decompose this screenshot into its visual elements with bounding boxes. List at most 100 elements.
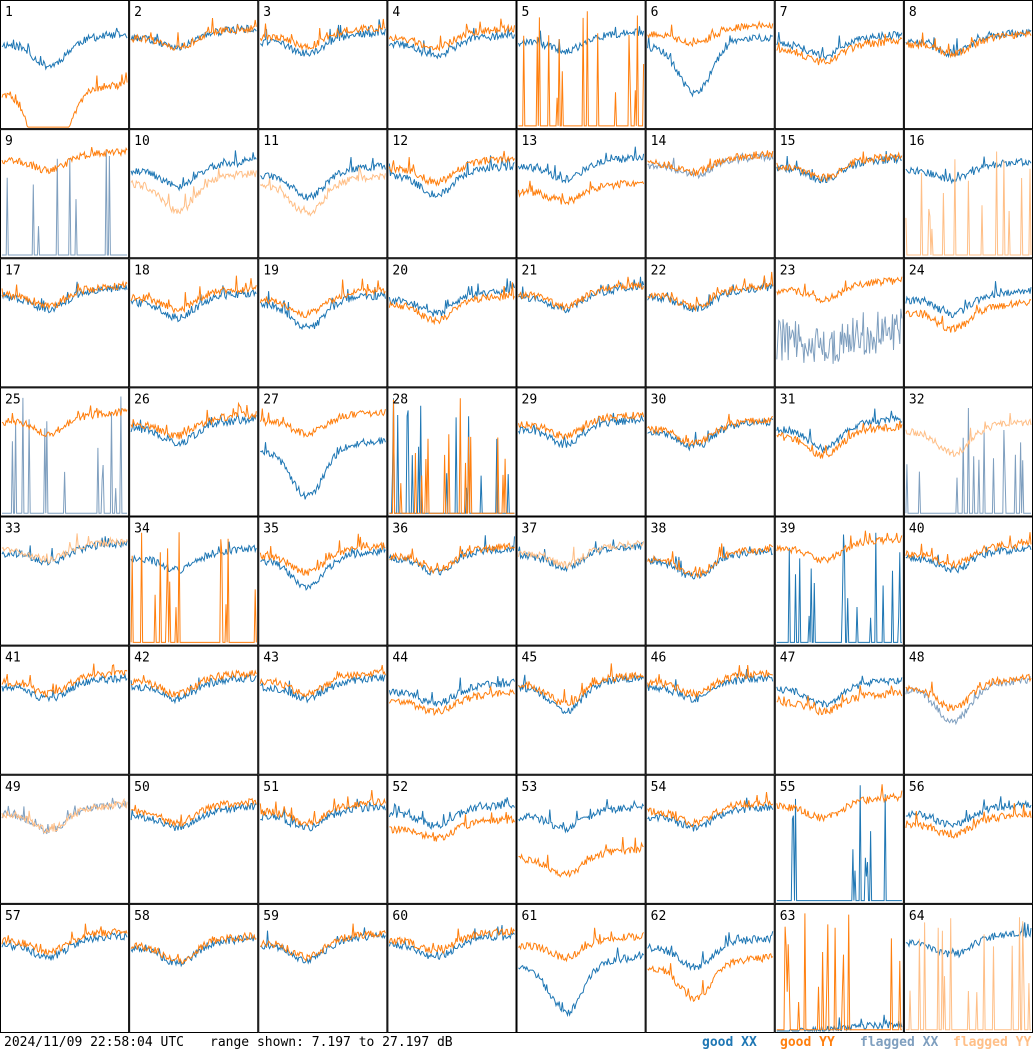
series-xx-panel-14 xyxy=(647,152,774,180)
series-xx-panel-31 xyxy=(776,408,903,454)
panel-label: 64 xyxy=(909,909,925,924)
panel-label: 62 xyxy=(651,909,667,924)
panel-47: 47 xyxy=(774,645,904,775)
panel-label: 17 xyxy=(5,263,21,278)
panel-border xyxy=(258,645,388,775)
series-yy-panel-24 xyxy=(905,298,1032,333)
panel-border xyxy=(258,903,388,1033)
panel-27: 27 xyxy=(258,387,388,517)
panel-33: 33 xyxy=(0,516,130,646)
series-yy-panel-55 xyxy=(776,784,903,823)
panel-border xyxy=(0,387,130,517)
series-yy-panel-5 xyxy=(518,11,645,127)
panel-label: 38 xyxy=(651,522,667,537)
panel-label: 58 xyxy=(134,909,150,924)
series-yy-panel-8 xyxy=(905,29,1032,59)
series-yy-panel-45 xyxy=(518,663,645,706)
series-xx-panel-39 xyxy=(776,532,902,643)
panel-label: 25 xyxy=(5,392,21,407)
panel-45: 45 xyxy=(516,645,646,775)
panel-37: 37 xyxy=(516,516,646,646)
panel-3: 3 xyxy=(258,0,388,130)
panel-53: 53 xyxy=(516,774,646,904)
panel-17: 17 xyxy=(0,258,130,388)
series-xx-panel-6 xyxy=(647,32,773,98)
panel-label: 16 xyxy=(909,134,925,149)
series-yy-panel-12 xyxy=(388,150,515,187)
series-xx-panel-47 xyxy=(776,675,903,708)
panel-64: 64 xyxy=(903,903,1033,1033)
panel-42: 42 xyxy=(129,645,259,775)
panel-35: 35 xyxy=(258,516,388,646)
panel-border xyxy=(387,645,517,775)
series-yy-panel-29 xyxy=(518,411,645,441)
panel-border xyxy=(387,516,517,646)
series-xx-panel-34 xyxy=(130,541,257,574)
panel-label: 42 xyxy=(134,651,150,666)
series-xx-panel-16 xyxy=(905,156,1032,185)
footer-bar: 2024/11/09 22:58:04 UTC range shown: 7.1… xyxy=(0,1033,1033,1053)
panel-border xyxy=(516,387,646,517)
panel-label: 21 xyxy=(522,263,538,278)
series-yy-panel-16 xyxy=(905,151,1032,256)
panel-border xyxy=(516,774,646,904)
series-xx-panel-32 xyxy=(905,407,1031,514)
series-yy-panel-40 xyxy=(905,532,1032,569)
panel-label: 8 xyxy=(909,5,917,20)
panel-label: 39 xyxy=(780,522,796,537)
series-xx-panel-52 xyxy=(388,797,515,830)
series-yy-panel-58 xyxy=(130,931,257,965)
panel-border xyxy=(129,129,259,259)
series-yy-panel-35 xyxy=(259,533,386,576)
series-xx-panel-7 xyxy=(776,30,903,61)
panel-border xyxy=(516,645,646,775)
panel-22: 22 xyxy=(645,258,775,388)
series-xx-panel-43 xyxy=(260,673,386,704)
panel-border xyxy=(387,0,517,130)
panel-border xyxy=(387,387,517,517)
panel-label: 18 xyxy=(134,263,150,278)
series-yy-panel-47 xyxy=(776,685,903,716)
series-xx-panel-45 xyxy=(518,673,645,715)
series-yy-panel-46 xyxy=(647,665,773,699)
panel-label: 2 xyxy=(134,5,142,20)
series-yy-panel-28 xyxy=(389,398,515,514)
series-yy-panel-7 xyxy=(776,33,903,66)
panel-15: 15 xyxy=(774,129,904,259)
series-yy-panel-2 xyxy=(130,17,257,51)
series-yy-panel-44 xyxy=(388,686,515,717)
panel-border xyxy=(645,387,775,517)
series-xx-panel-41 xyxy=(1,673,128,703)
panel-label: 22 xyxy=(651,263,667,278)
panel-57: 57 xyxy=(0,903,130,1033)
panel-34: 34 xyxy=(129,516,259,646)
series-yy-panel-39 xyxy=(776,530,903,564)
series-xx-panel-57 xyxy=(1,930,128,961)
panel-label: 45 xyxy=(522,651,538,666)
panel-label: 33 xyxy=(5,522,21,537)
panel-48: 48 xyxy=(903,645,1033,775)
legend-good-yy: good YY xyxy=(780,1035,835,1050)
panel-label: 31 xyxy=(780,392,796,407)
panel-border xyxy=(774,645,904,775)
panel-label: 52 xyxy=(392,780,408,795)
panel-border xyxy=(0,645,130,775)
panel-border xyxy=(645,774,775,904)
series-xx-panel-64 xyxy=(905,922,1032,959)
panel-44: 44 xyxy=(387,645,517,775)
panel-9: 9 xyxy=(0,129,130,259)
panel-31: 31 xyxy=(774,387,904,517)
panel-label: 63 xyxy=(780,909,796,924)
panel-label: 1 xyxy=(5,5,13,20)
panel-36: 36 xyxy=(387,516,517,646)
panel-label: 35 xyxy=(263,522,279,537)
panel-label: 55 xyxy=(780,780,796,795)
series-xx-panel-18 xyxy=(130,285,257,323)
panel-border xyxy=(774,774,904,904)
series-xx-panel-48 xyxy=(905,676,1032,726)
panel-label: 54 xyxy=(651,780,667,795)
panel-border xyxy=(516,516,646,646)
series-yy-panel-36 xyxy=(389,542,515,575)
panel-21: 21 xyxy=(516,258,646,388)
series-yy-panel-42 xyxy=(130,669,257,698)
